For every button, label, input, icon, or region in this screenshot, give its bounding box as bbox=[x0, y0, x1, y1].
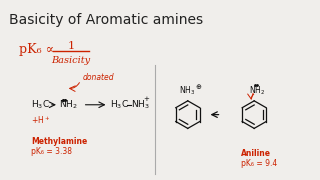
Text: $\mathregular{H_3C}$: $\mathregular{H_3C}$ bbox=[31, 98, 50, 111]
Text: Methylamine: Methylamine bbox=[31, 137, 87, 146]
Text: $\mathregular{NH_2}$: $\mathregular{NH_2}$ bbox=[59, 98, 78, 111]
Text: ⊕: ⊕ bbox=[196, 84, 202, 90]
Text: pK₆ = 3.38: pK₆ = 3.38 bbox=[31, 147, 72, 156]
Text: +: + bbox=[143, 96, 149, 102]
Text: $\mathregular{+H^+}$: $\mathregular{+H^+}$ bbox=[31, 115, 50, 126]
Text: $\mathregular{NH_3}$: $\mathregular{NH_3}$ bbox=[131, 98, 150, 111]
Text: donated: donated bbox=[83, 73, 114, 82]
Text: 1: 1 bbox=[67, 41, 74, 51]
Text: pK₆ = 9.4: pK₆ = 9.4 bbox=[241, 159, 277, 168]
Text: $\mathregular{H_3C}$: $\mathregular{H_3C}$ bbox=[110, 98, 129, 111]
Text: pK₆ ∝: pK₆ ∝ bbox=[19, 43, 54, 56]
Text: $\mathregular{NH_2}$: $\mathregular{NH_2}$ bbox=[249, 85, 265, 97]
Text: $\mathregular{NH_3}$: $\mathregular{NH_3}$ bbox=[180, 85, 196, 97]
Text: Basicity of Aromatic amines: Basicity of Aromatic amines bbox=[9, 13, 204, 27]
Text: Basicity: Basicity bbox=[51, 56, 90, 65]
Text: Aniline: Aniline bbox=[241, 149, 271, 158]
